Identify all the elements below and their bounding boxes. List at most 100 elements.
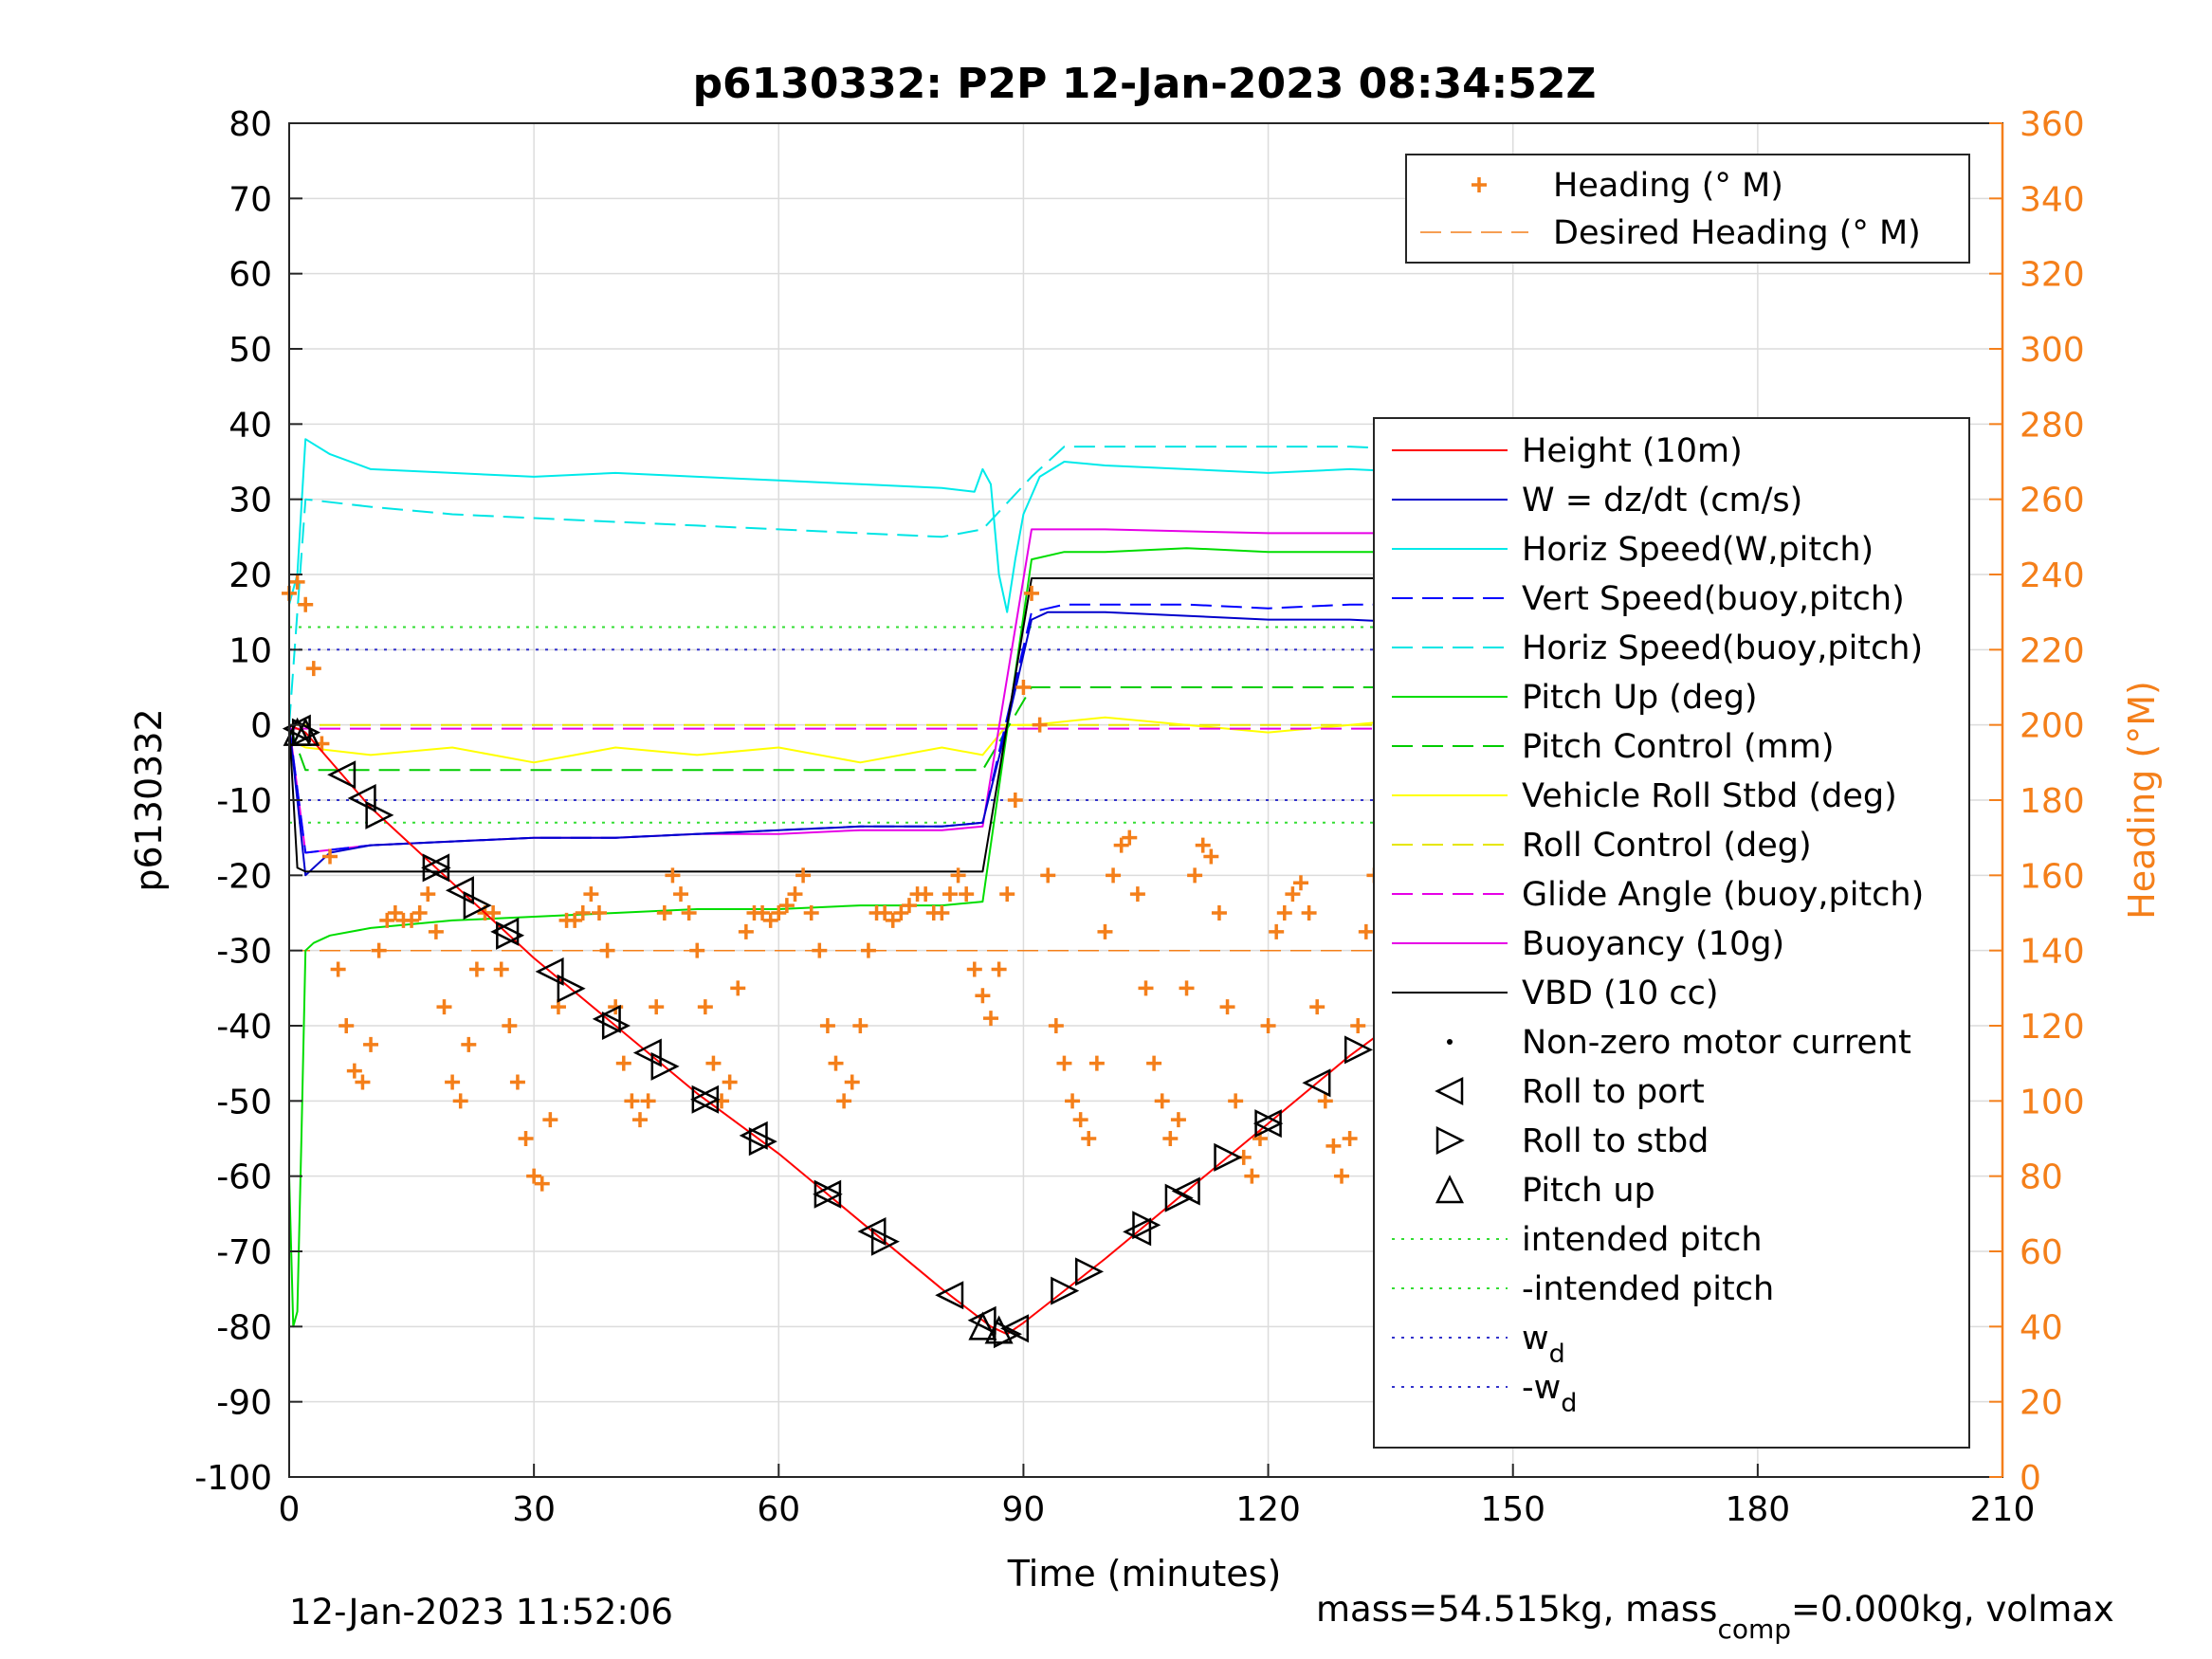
- heading-point: [656, 905, 672, 921]
- footer-mass-b: =0.000kg, volmax: [1791, 1589, 2114, 1630]
- y-right-tick-label: 320: [2020, 256, 2085, 295]
- legend-main-label: -wd: [1522, 1369, 1577, 1418]
- heading-point: [649, 999, 665, 1015]
- heading-point: [812, 942, 828, 958]
- heading-point: [1065, 1093, 1081, 1109]
- legend-roll-stbd-symbol: [1435, 1125, 1465, 1156]
- heading-point: [404, 912, 420, 928]
- heading-point: [1113, 837, 1129, 853]
- roll-to-stbd-marker: [870, 1227, 900, 1256]
- heading-point: [298, 596, 314, 612]
- legend-main-label: W = dz/dt (cm/s): [1522, 482, 1802, 520]
- roll-to-stbd-marker: [1344, 1035, 1374, 1065]
- heading-point: [885, 912, 901, 928]
- roll-to-stbd-marker: [365, 800, 394, 830]
- y-right-tick-label: 100: [2020, 1083, 2085, 1121]
- y-tick-label: -40: [216, 1008, 272, 1047]
- heading-point: [934, 905, 950, 921]
- legend-main-label: Roll Control (deg): [1522, 827, 1812, 865]
- heading-point: [844, 1074, 860, 1090]
- y-tick-label: -50: [216, 1083, 272, 1121]
- legend-main-label: Vehicle Roll Stbd (deg): [1522, 777, 1897, 815]
- legend-dot-symbol: [1447, 1039, 1453, 1045]
- y-right-tick-label: 280: [2020, 406, 2085, 445]
- y-right-tick-label: 160: [2020, 857, 2085, 896]
- y-right-tick-label: 260: [2020, 482, 2085, 520]
- x-tick-label: 210: [1970, 1490, 2036, 1529]
- chart-title: p6130332: P2P 12-Jan-2023 08:34:52Z: [693, 60, 1597, 108]
- heading-point: [975, 988, 991, 1004]
- heading-point: [1317, 1093, 1333, 1109]
- heading-point: [1015, 680, 1032, 695]
- heading-point: [852, 1018, 868, 1033]
- heading-point: [697, 999, 713, 1015]
- heading-point: [1154, 1093, 1170, 1109]
- y-tick-label: 0: [250, 707, 272, 746]
- legend-main-label: wd: [1522, 1320, 1565, 1369]
- heading-point: [509, 1074, 525, 1090]
- y-tick-label: -30: [216, 933, 272, 972]
- legend-heading: Heading (° M) Desired Heading (° M): [1405, 154, 1970, 264]
- heading-point: [542, 1112, 558, 1128]
- legend-main-label: Roll to stbd: [1522, 1122, 1709, 1160]
- legend-roll-port-symbol: [1435, 1076, 1464, 1106]
- legend-main-label: Pitch Control (mm): [1522, 728, 1834, 766]
- roll-to-stbd-marker: [1132, 1211, 1161, 1240]
- legend-main-label: VBD (10 cc): [1522, 975, 1719, 1012]
- heading-point: [1325, 1138, 1342, 1154]
- legend-main-label: Roll to port: [1522, 1073, 1705, 1111]
- series-pitch-control-mm: [288, 686, 1816, 772]
- legend-main-label: Non-zero motor current: [1522, 1024, 1911, 1062]
- heading-point: [1334, 1168, 1350, 1184]
- heading-point: [1260, 1018, 1276, 1033]
- heading-point: [1097, 923, 1113, 939]
- y-right-tick-label: 300: [2020, 331, 2085, 370]
- heading-point: [599, 942, 615, 958]
- y-tick-label: -20: [216, 857, 272, 896]
- heading-point: [1040, 867, 1056, 884]
- heading-point: [411, 905, 428, 921]
- heading-point: [705, 1055, 722, 1071]
- heading-point: [322, 848, 338, 865]
- heading-point: [1269, 923, 1285, 939]
- x-tick-label: 0: [279, 1490, 301, 1529]
- pitch-up-marker: [291, 717, 320, 746]
- y-right-tick-label: 120: [2020, 1008, 2085, 1047]
- heading-point: [428, 923, 444, 939]
- y-axis-right-label: Heading (°M): [2121, 681, 2163, 920]
- heading-point: [959, 886, 975, 902]
- heading-point: [1048, 1018, 1064, 1033]
- heading-point: [436, 999, 452, 1015]
- roll-to-port-marker: [1000, 1314, 1030, 1343]
- roll-to-port-marker: [935, 1281, 964, 1310]
- roll-to-stbd-marker: [601, 1011, 631, 1041]
- heading-point: [991, 961, 1007, 977]
- heading-point: [1187, 867, 1203, 884]
- y-tick-label: 80: [229, 105, 272, 144]
- heading-point: [673, 886, 689, 902]
- heading-point: [502, 1018, 518, 1033]
- legend-main-label: Glide Angle (buoy,pitch): [1522, 876, 1924, 914]
- heading-point: [624, 1093, 640, 1109]
- y-tick-label: -90: [216, 1384, 272, 1423]
- heading-point: [1203, 848, 1219, 865]
- legend-top-label: Desired Heading (° M): [1553, 214, 1921, 252]
- footer-mass-a: mass=54.515kg, mass: [1316, 1589, 1717, 1630]
- heading-point: [1219, 999, 1235, 1015]
- footer-mass-sub: comp: [1717, 1613, 1791, 1645]
- y-right-tick-label: 240: [2020, 556, 2085, 595]
- legend-main: Height (10m) W = dz/dt (cm/s) Horiz Speed(…: [1373, 417, 1970, 1449]
- roll-to-port-marker: [739, 1121, 768, 1150]
- heading-point: [787, 886, 803, 902]
- heading-point: [722, 1074, 738, 1090]
- roll-to-stbd-marker: [1075, 1257, 1105, 1286]
- roll-to-stbd-marker: [1164, 1183, 1194, 1212]
- heading-point: [1146, 1055, 1162, 1071]
- roll-to-port-marker: [445, 876, 474, 905]
- heading-point: [1088, 1055, 1105, 1071]
- heading-point: [983, 1011, 999, 1027]
- roll-to-stbd-marker: [691, 1085, 721, 1114]
- heading-point: [338, 1018, 355, 1033]
- heading-point: [1056, 1055, 1072, 1071]
